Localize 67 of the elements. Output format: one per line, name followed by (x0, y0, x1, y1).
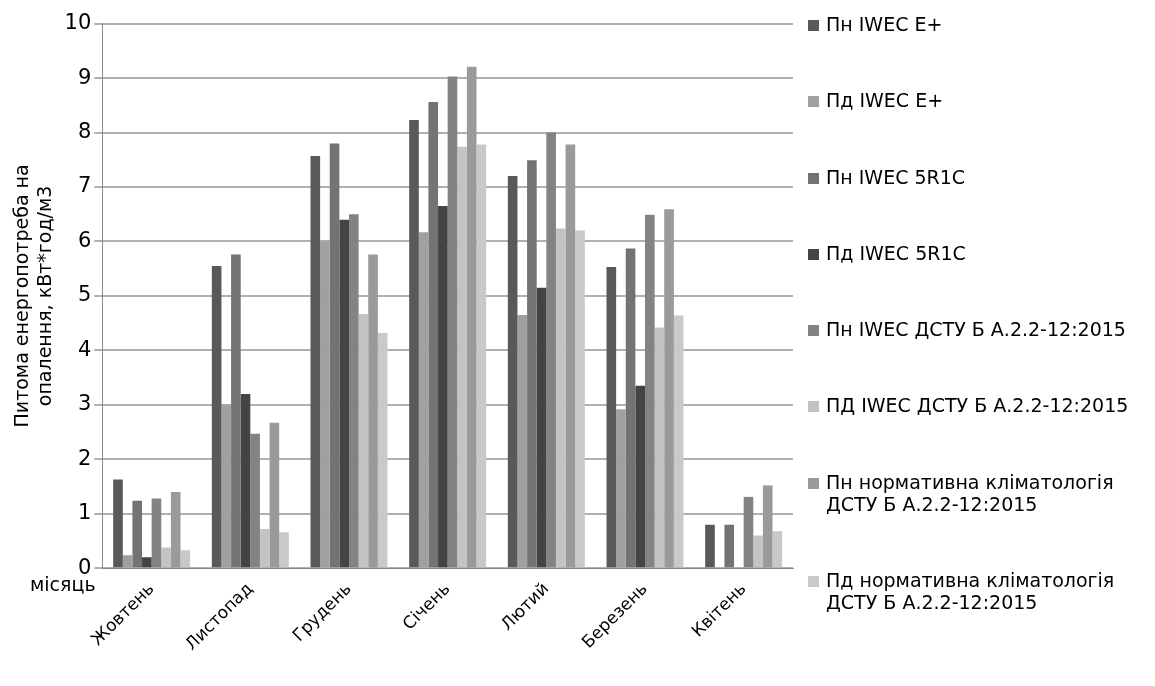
legend-label: Пн нормативна кліматологія ДСТУ Б А.2.2-12:2015 (826, 470, 1115, 515)
bar (705, 524, 715, 568)
bar (625, 248, 636, 568)
y-tick-label: 4 (77, 336, 92, 361)
y-tick-label: 5 (77, 282, 92, 307)
y-tick-label: 6 (77, 227, 92, 252)
bar (438, 206, 448, 568)
bar (259, 529, 270, 568)
bar (377, 332, 388, 568)
bar (555, 228, 566, 568)
bar (180, 550, 191, 568)
bar (310, 155, 321, 568)
y-tick-label: 2 (77, 445, 92, 470)
bar (536, 287, 547, 568)
legend-label: Пн IWEC ДСТУ Б А.2.2-12:2015 (826, 318, 1126, 341)
y-tick-label: 7 (77, 173, 92, 198)
bar (161, 547, 171, 568)
bar (772, 531, 783, 568)
y-tick-label: 0 (77, 554, 92, 579)
bar (654, 327, 665, 568)
bar (527, 160, 537, 568)
bar (635, 385, 645, 568)
bar (221, 404, 232, 568)
legend-label: Пн IWEC 5R1C (826, 165, 966, 188)
y-tick-label: 1 (77, 500, 92, 525)
bar (170, 491, 181, 568)
y-tick-label: 8 (77, 118, 92, 143)
y-axis-title: Питома енергопотреба на опалення, кВт*год/м3 (10, 164, 56, 428)
bar (279, 532, 289, 568)
bar (329, 143, 340, 568)
bar (565, 144, 576, 568)
bar (142, 557, 152, 568)
bar (517, 314, 528, 568)
y-tick-label: 9 (77, 64, 92, 89)
bar (616, 409, 626, 568)
bar (575, 230, 585, 568)
bar (724, 524, 735, 568)
bar (466, 66, 477, 568)
legend-label: Пн IWEC E+ (826, 13, 943, 35)
bar (231, 254, 241, 568)
bar (476, 144, 487, 568)
bar (132, 500, 143, 568)
bar (457, 146, 467, 568)
y-tick-label: 10 (64, 10, 92, 35)
bar (320, 241, 330, 568)
bar (122, 555, 133, 568)
bar (753, 535, 763, 568)
bar (358, 313, 369, 568)
y-tick-label: 3 (77, 391, 92, 416)
bar (606, 267, 617, 568)
legend-label: Пд IWEC 5R1C (826, 241, 966, 264)
bar (211, 265, 222, 568)
bar (339, 219, 349, 568)
bar (428, 102, 439, 568)
bar (762, 485, 773, 568)
bar (269, 422, 280, 568)
legend-label: ПД IWEC ДСТУ Б А.2.2-12:2015 (826, 394, 1129, 417)
legend-label: Пд нормативна кліматологія ДСТУ Б А.2.2-12:2015 (826, 568, 1116, 613)
bar (507, 176, 518, 568)
bar (673, 315, 684, 568)
bar (368, 254, 378, 568)
bar (664, 209, 674, 568)
legend-label: Пд IWEC E+ (826, 89, 944, 112)
bar (418, 232, 429, 568)
bar (240, 393, 251, 568)
bar (113, 479, 123, 568)
bar (409, 120, 419, 568)
